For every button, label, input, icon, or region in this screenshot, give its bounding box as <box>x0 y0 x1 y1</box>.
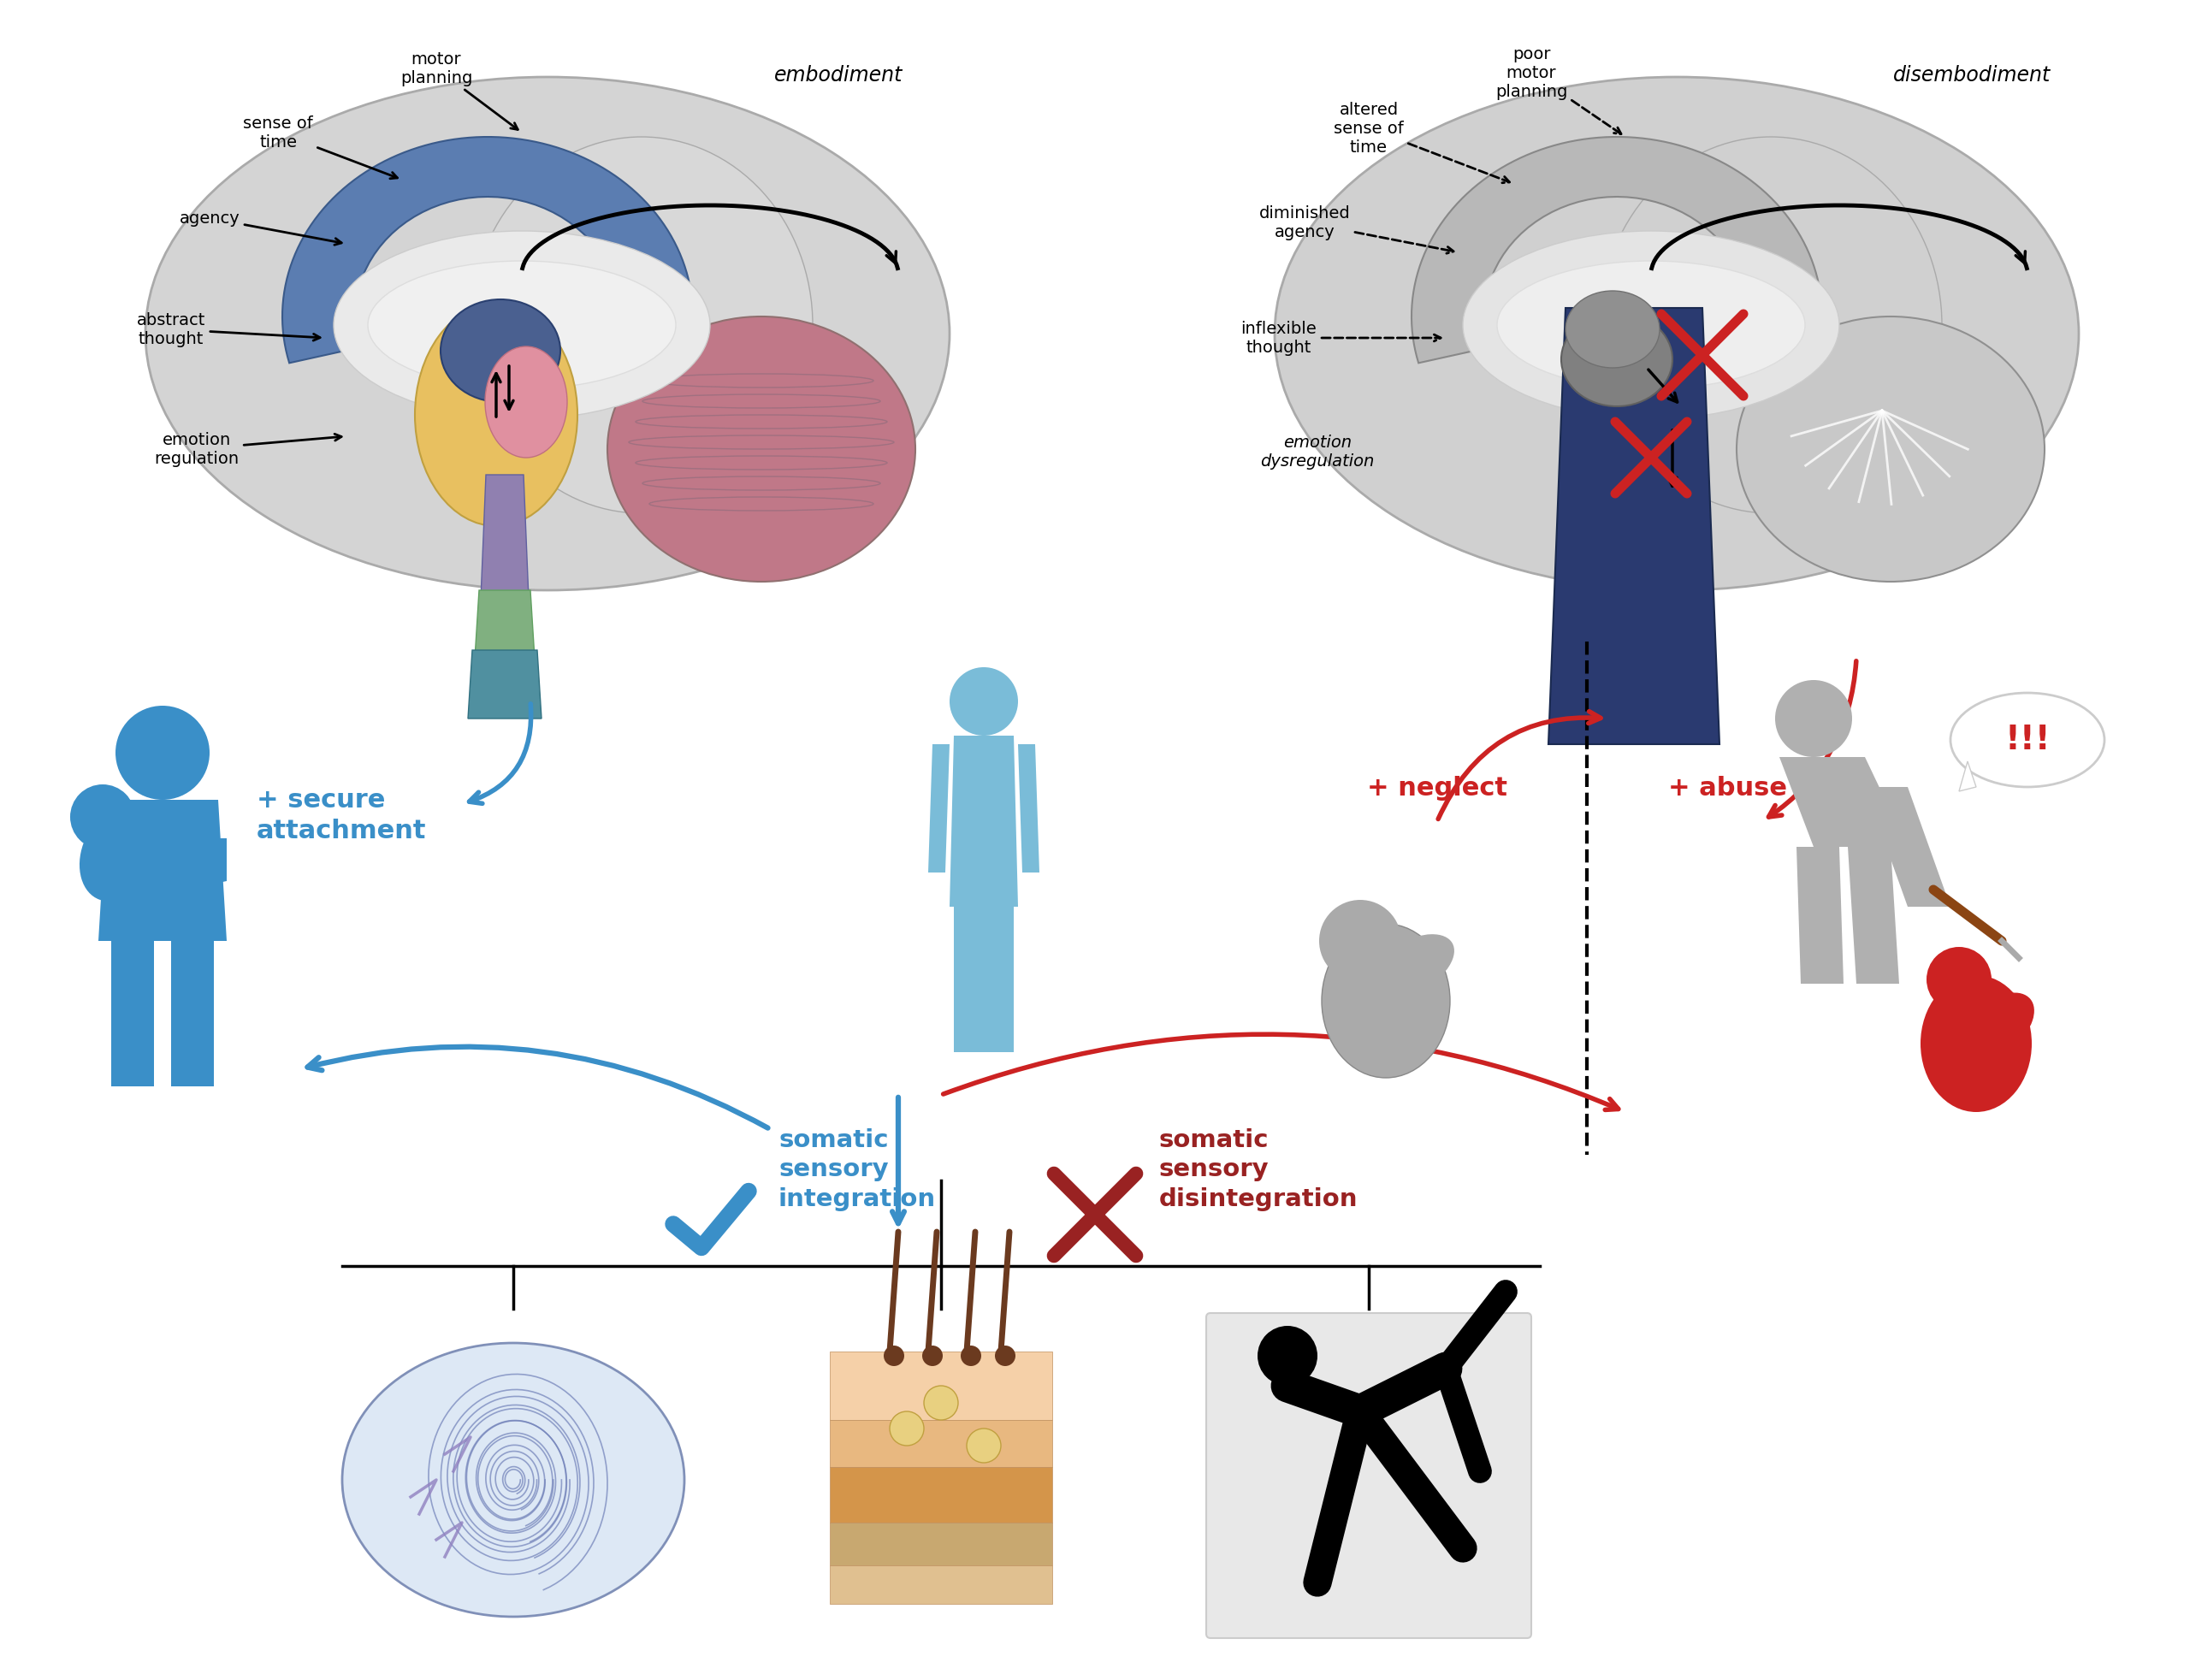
Polygon shape <box>1960 761 1975 791</box>
Text: abstract
thought: abstract thought <box>136 312 320 346</box>
FancyBboxPatch shape <box>1207 1314 1531 1638</box>
Polygon shape <box>950 736 1018 907</box>
Ellipse shape <box>1921 974 2032 1112</box>
Polygon shape <box>99 838 158 899</box>
Text: sense of
time: sense of time <box>243 114 396 178</box>
Text: emotion
dysregulation: emotion dysregulation <box>1261 435 1375 470</box>
Ellipse shape <box>1561 312 1673 407</box>
Circle shape <box>70 785 136 850</box>
Polygon shape <box>1778 758 1907 847</box>
Ellipse shape <box>79 810 151 900</box>
Polygon shape <box>1413 136 1820 363</box>
Polygon shape <box>112 937 153 1087</box>
Polygon shape <box>171 937 215 1087</box>
Ellipse shape <box>471 136 812 512</box>
Polygon shape <box>283 136 690 363</box>
Ellipse shape <box>1323 924 1450 1079</box>
Polygon shape <box>830 1420 1051 1467</box>
Polygon shape <box>983 902 1014 1052</box>
Polygon shape <box>1018 744 1040 872</box>
Text: disembodiment: disembodiment <box>1892 66 2050 86</box>
FancyArrowPatch shape <box>891 1097 904 1223</box>
Ellipse shape <box>1369 934 1454 1000</box>
FancyArrowPatch shape <box>1770 660 1857 816</box>
Polygon shape <box>469 650 541 719</box>
Text: diminished
agency: diminished agency <box>1259 205 1454 254</box>
Polygon shape <box>99 800 228 941</box>
Ellipse shape <box>484 346 567 457</box>
FancyArrowPatch shape <box>1439 711 1601 820</box>
Polygon shape <box>1866 786 1951 907</box>
Circle shape <box>885 1346 904 1366</box>
Polygon shape <box>1848 847 1899 984</box>
Ellipse shape <box>342 1342 683 1616</box>
Ellipse shape <box>1951 692 2105 786</box>
Text: !!!: !!! <box>2004 724 2050 756</box>
Ellipse shape <box>1498 260 1805 390</box>
Circle shape <box>961 1346 981 1366</box>
Polygon shape <box>830 1467 1051 1522</box>
Circle shape <box>966 1428 1001 1463</box>
Ellipse shape <box>1463 230 1840 418</box>
Circle shape <box>1257 1326 1318 1386</box>
Text: somatic
sensory
integration: somatic sensory integration <box>777 1127 935 1211</box>
FancyArrowPatch shape <box>307 1047 769 1127</box>
Polygon shape <box>482 475 528 598</box>
Text: altered
sense of
time: altered sense of time <box>1334 101 1509 183</box>
Text: + neglect: + neglect <box>1367 776 1507 801</box>
Text: emotion
regulation: emotion regulation <box>153 432 342 467</box>
Polygon shape <box>830 1522 1051 1566</box>
Ellipse shape <box>1960 993 2035 1060</box>
Text: poor
motor
planning: poor motor planning <box>1496 45 1621 134</box>
Ellipse shape <box>145 77 950 590</box>
Polygon shape <box>955 902 983 1052</box>
Ellipse shape <box>1566 291 1660 368</box>
Circle shape <box>924 1386 959 1420</box>
FancyArrowPatch shape <box>469 704 530 803</box>
Circle shape <box>994 1346 1016 1366</box>
Text: agency: agency <box>180 210 342 245</box>
Text: embodiment: embodiment <box>773 66 902 86</box>
Circle shape <box>116 706 210 800</box>
Polygon shape <box>1548 307 1719 744</box>
Polygon shape <box>830 1351 1051 1420</box>
Ellipse shape <box>607 316 915 581</box>
Circle shape <box>950 667 1018 736</box>
Circle shape <box>1927 948 1991 1011</box>
Text: inflexible
thought: inflexible thought <box>1242 321 1441 356</box>
FancyArrowPatch shape <box>944 1035 1618 1110</box>
Text: + secure
attachment: + secure attachment <box>256 788 427 843</box>
Circle shape <box>1776 680 1853 758</box>
Ellipse shape <box>1599 136 1943 512</box>
Ellipse shape <box>440 299 561 402</box>
Polygon shape <box>830 1566 1051 1604</box>
Text: motor
planning: motor planning <box>401 50 517 129</box>
Ellipse shape <box>1275 77 2078 590</box>
Text: somatic
sensory
disintegration: somatic sensory disintegration <box>1159 1127 1358 1211</box>
Text: + abuse: + abuse <box>1669 776 1787 801</box>
Ellipse shape <box>414 304 578 526</box>
Ellipse shape <box>368 260 677 390</box>
Ellipse shape <box>333 230 710 418</box>
Circle shape <box>889 1411 924 1445</box>
Polygon shape <box>929 744 950 872</box>
Polygon shape <box>1796 847 1844 984</box>
Circle shape <box>922 1346 942 1366</box>
Polygon shape <box>475 590 534 659</box>
Circle shape <box>1318 900 1402 983</box>
Ellipse shape <box>1737 316 2045 581</box>
Polygon shape <box>145 838 228 899</box>
